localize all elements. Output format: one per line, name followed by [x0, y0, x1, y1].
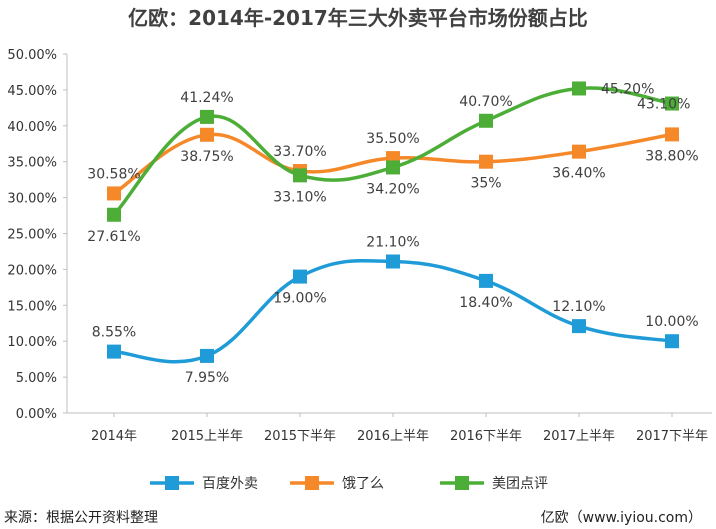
- data-label-baidu: 7.95%: [185, 370, 229, 386]
- data-label-baidu: 18.40%: [459, 295, 512, 311]
- data-point-eleme: [107, 186, 121, 201]
- x-tick-label: 2016下半年: [450, 429, 522, 444]
- data-point-baidu: [665, 334, 679, 349]
- data-label-eleme: 33.70%: [273, 144, 326, 160]
- legend-label-meituan: 美团点评: [492, 476, 548, 492]
- data-point-eleme: [665, 127, 679, 142]
- chart-title: 亿欧：2014年-2017年三大外卖平台市场份额占比: [128, 6, 588, 30]
- data-point-baidu: [479, 273, 493, 288]
- chart-legend: 百度外卖 饿了么 美团点评: [150, 476, 548, 492]
- y-tick-label: 45.00%: [7, 84, 57, 99]
- chart-data-labels: 8.55% 7.95% 19.00% 21.10% 18.40% 12.10% 10.00%…: [87, 81, 698, 385]
- data-point-eleme: [479, 154, 493, 169]
- data-label-meituan: 40.70%: [459, 94, 512, 110]
- data-label-meituan: 33.10%: [273, 189, 326, 205]
- data-label-eleme: 38.80%: [645, 148, 698, 164]
- legend-label-baidu: 百度外卖: [202, 476, 258, 492]
- y-tick-label: 40.00%: [7, 120, 57, 135]
- data-label-meituan: 27.61%: [87, 229, 140, 245]
- y-tick-label: 15.00%: [7, 299, 57, 314]
- chart-axes: 0.00% 5.00% 10.00% 15.00% 20.00% 25.00% 30.00%…: [7, 48, 712, 444]
- data-point-baidu: [200, 348, 214, 363]
- chart-series: [107, 81, 679, 364]
- x-tick-label: 2015下半年: [264, 429, 336, 444]
- data-label-baidu: 12.10%: [552, 299, 605, 315]
- y-tick-label: 25.00%: [7, 228, 57, 243]
- data-label-meituan: 41.24%: [180, 90, 233, 106]
- y-tick-label: 35.00%: [7, 156, 57, 171]
- data-label-eleme: 38.75%: [180, 149, 233, 165]
- data-label-eleme: 36.40%: [552, 166, 605, 182]
- data-label-baidu: 8.55%: [92, 325, 136, 341]
- data-point-meituan: [293, 168, 307, 183]
- x-tick-label: 2014年: [91, 429, 137, 444]
- data-point-meituan: [665, 96, 679, 111]
- legend-marker-eleme: [305, 476, 319, 490]
- data-point-meituan: [479, 113, 493, 128]
- data-label-meituan: 43.10%: [637, 97, 690, 113]
- data-label-eleme: 35%: [470, 176, 501, 192]
- data-label-baidu: 10.00%: [645, 314, 698, 330]
- y-tick-label: 5.00%: [16, 371, 57, 386]
- legend-marker-meituan: [455, 476, 469, 490]
- data-label-baidu: 21.10%: [366, 235, 419, 251]
- data-label-meituan: 45.20%: [601, 81, 654, 97]
- y-tick-label: 50.00%: [7, 48, 57, 63]
- data-label-baidu: 19.00%: [273, 291, 326, 307]
- y-tick-label: 30.00%: [7, 192, 57, 207]
- data-label-eleme: 30.58%: [87, 166, 140, 182]
- data-point-eleme: [572, 144, 586, 159]
- credit-text: 亿欧（www.iyiou.com）: [540, 510, 702, 526]
- data-point-meituan: [107, 207, 121, 222]
- y-tick-label: 0.00%: [16, 407, 57, 422]
- y-tick-label: 10.00%: [7, 335, 57, 350]
- data-point-eleme: [200, 127, 214, 142]
- data-point-baidu: [107, 344, 121, 359]
- x-tick-label: 2016上半年: [357, 429, 429, 444]
- data-point-meituan: [572, 81, 586, 96]
- data-point-meituan: [200, 109, 214, 124]
- data-point-meituan: [386, 160, 400, 175]
- data-label-eleme: 35.50%: [366, 131, 419, 147]
- y-tick-label: 20.00%: [7, 263, 57, 278]
- legend-marker-baidu: [165, 476, 179, 490]
- data-label-meituan: 34.20%: [366, 181, 419, 197]
- data-point-baidu: [572, 319, 586, 334]
- x-tick-label: 2017下半年: [636, 429, 708, 444]
- x-tick-label: 2017上半年: [543, 429, 615, 444]
- legend-label-eleme: 饿了么: [342, 476, 384, 492]
- data-point-baidu: [293, 269, 307, 284]
- data-point-baidu: [386, 254, 400, 269]
- source-note: 来源：根据公开资料整理: [4, 510, 158, 526]
- x-tick-label: 2015上半年: [171, 429, 243, 444]
